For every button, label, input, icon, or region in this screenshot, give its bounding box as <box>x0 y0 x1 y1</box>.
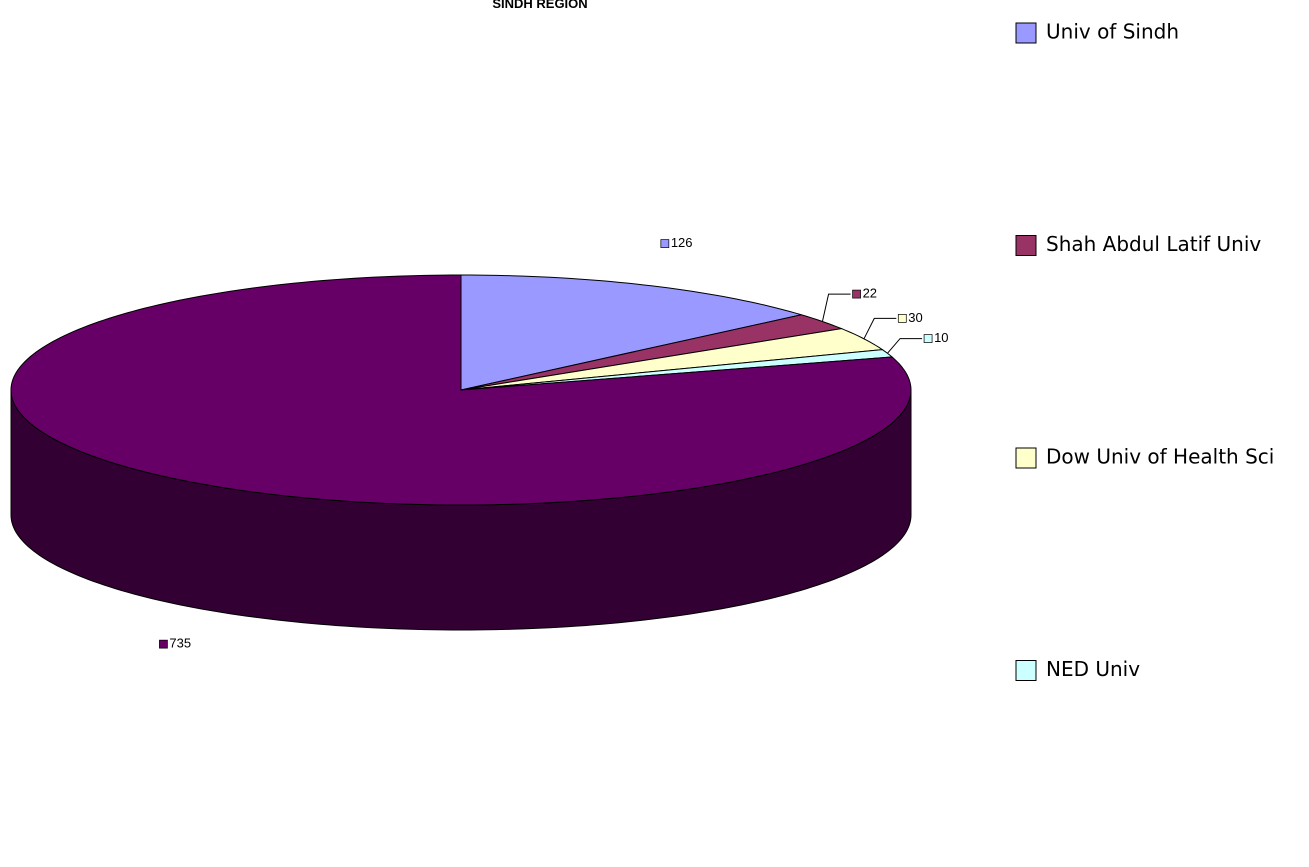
leader-line <box>863 317 897 340</box>
leader-line <box>821 293 851 322</box>
legend-swatch <box>1015 235 1037 256</box>
data-label: 10 <box>934 330 948 345</box>
legend-swatch <box>1015 660 1037 681</box>
slice <box>460 328 884 391</box>
slice <box>460 314 844 391</box>
leader-line <box>887 338 923 354</box>
label-swatch <box>159 639 168 649</box>
legend-swatch <box>1015 447 1037 469</box>
data-label: 30 <box>908 310 922 325</box>
data-label: 126 <box>671 235 693 250</box>
slice <box>460 274 802 391</box>
slice <box>10 274 912 506</box>
data-label: 735 <box>169 636 191 651</box>
label-swatch <box>852 289 861 299</box>
label-swatch <box>660 239 670 248</box>
legend-label: Shah Abdul Latif Univ <box>1046 232 1261 256</box>
legend-swatch <box>1015 22 1037 44</box>
chart-title: SINDH REGION <box>492 0 587 11</box>
data-label: 22 <box>863 286 877 301</box>
legend-label: NED Univ <box>1046 657 1140 681</box>
legend-label: Univ of Sindh <box>1046 20 1179 44</box>
legend-label: Dow Univ of Health Sci <box>1046 445 1274 469</box>
label-swatch <box>897 314 907 323</box>
label-swatch <box>923 334 933 343</box>
